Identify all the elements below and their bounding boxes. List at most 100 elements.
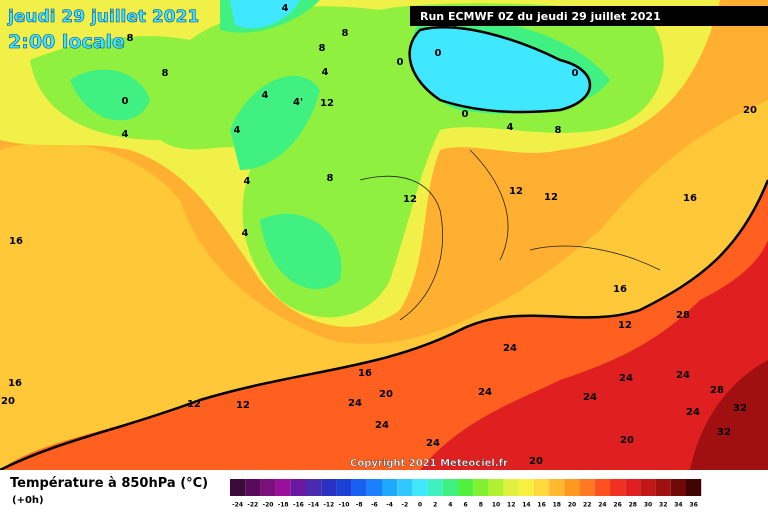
contour-label: 20: [743, 105, 757, 116]
contour-label: 24: [676, 370, 690, 381]
scale-swatch: [382, 479, 398, 496]
contour-label: 8: [342, 28, 349, 39]
date-label: jeudi 29 juillet 2021: [7, 7, 199, 27]
contour-label: 24: [426, 438, 440, 449]
scale-swatch: [549, 479, 565, 496]
scale-label: -6: [371, 502, 378, 509]
scale-swatch: [230, 479, 246, 496]
contour-0: [408, 26, 592, 114]
contour-label: 20: [379, 389, 393, 400]
scale-swatch: [290, 479, 306, 496]
scale-label: 6: [464, 502, 468, 509]
scale-label: -2: [401, 502, 408, 509]
contour-label: 12: [320, 98, 334, 109]
scale-swatch: [655, 479, 671, 496]
contour-label: 16: [8, 378, 22, 389]
contour-label: 0: [462, 109, 469, 120]
scale-label: -8: [356, 502, 363, 509]
contour-label: 4': [293, 97, 303, 108]
field-32: [690, 360, 768, 470]
scale-swatch: [625, 479, 641, 496]
contour-label: 12: [509, 186, 523, 197]
contour-label: 32: [717, 427, 731, 438]
scale-label: -16: [293, 502, 304, 509]
scale-swatch: [458, 479, 474, 496]
scale-swatch: [245, 479, 261, 496]
scale-swatch: [564, 479, 580, 496]
field-28: [420, 240, 768, 470]
contour-label: 8: [555, 125, 562, 136]
scale-label: 34: [674, 502, 682, 509]
scale-label: 10: [492, 502, 500, 509]
contour-label: 4: [242, 228, 249, 239]
contour-label: 12: [618, 320, 632, 331]
contour-label: 4: [122, 129, 129, 140]
scale-swatch: [640, 479, 656, 496]
copyright: Copyright 2021 Meteociel.fr: [350, 458, 508, 469]
scale-swatch: [686, 479, 702, 496]
scale-label: -22: [247, 502, 258, 509]
contour-label: 4: [282, 3, 289, 14]
contour-label: 24: [583, 392, 597, 403]
scale-label: -24: [232, 502, 243, 509]
scale-swatch: [306, 479, 322, 496]
scale-swatch: [275, 479, 291, 496]
contour-label: 4: [507, 122, 514, 133]
contour-label: 8: [127, 33, 134, 44]
scale-label: -10: [339, 502, 350, 509]
scale-swatch: [336, 479, 352, 496]
contour-label: 0: [572, 68, 579, 79]
scale-label: -20: [263, 502, 274, 509]
scale-label: 22: [583, 502, 591, 509]
contour-labels: 8 0 8 4 4 8 8 4 4' 4 4 4 8 12 4 16 12 12 12 16 16 12 28 24 16 20 2…: [1, 3, 757, 467]
time-label: 2:00 locale: [8, 31, 125, 53]
scale-label: 26: [613, 502, 621, 509]
scale-swatch: [442, 479, 458, 496]
scale-swatch: [321, 479, 337, 496]
contour-label: 28: [710, 385, 724, 396]
contour-label: 32: [733, 403, 747, 414]
scale-swatch: [534, 479, 550, 496]
scale-label: 0: [418, 502, 422, 509]
scale-swatch: [579, 479, 595, 496]
contour-label: 24: [348, 398, 362, 409]
contour-label: 24: [375, 420, 389, 431]
scale-swatch: [610, 479, 626, 496]
contour-label: 4: [322, 67, 329, 78]
scale-swatch: [518, 479, 534, 496]
contour-label: 24: [503, 343, 517, 354]
contour-label: 4: [244, 176, 251, 187]
contour-label: 20: [1, 396, 15, 407]
scale-label: 24: [598, 502, 606, 509]
contour-label: 0: [397, 57, 404, 68]
contour-label: 20: [620, 435, 634, 446]
scale-swatch: [670, 479, 686, 496]
scale-label: -14: [308, 502, 319, 509]
contour-label: 8: [162, 68, 169, 79]
scale-label: 4: [448, 502, 452, 509]
scale-label: 14: [522, 502, 530, 509]
scale-label: 2: [433, 502, 437, 509]
scale-label: 12: [507, 502, 515, 509]
color-scale: -24 -22 -20 -18 -16 -14 -12 -10 -8 -6 -4 -2 0 2 4 6 8 10 1…: [230, 479, 702, 509]
scale-swatch: [594, 479, 610, 496]
contour-label: 12: [236, 400, 250, 411]
scale-label: 36: [689, 502, 697, 509]
scale-swatch: [488, 479, 504, 496]
legend-title: Température à 850hPa (°C): [10, 476, 208, 491]
contour-label: 28: [676, 310, 690, 321]
scale-swatch: [366, 479, 382, 496]
legend-step: (+0h): [12, 495, 44, 506]
contour-label: 20: [529, 456, 543, 467]
scale-label: 20: [568, 502, 576, 509]
contour-label: 24: [686, 407, 700, 418]
scale-label: 30: [644, 502, 652, 509]
contour-label: 12: [403, 194, 417, 205]
contour-label: 0: [122, 96, 129, 107]
scale-swatch: [260, 479, 276, 496]
contour-label: 8: [319, 43, 326, 54]
run-banner: [410, 6, 768, 26]
contour-label: 16: [358, 368, 372, 379]
